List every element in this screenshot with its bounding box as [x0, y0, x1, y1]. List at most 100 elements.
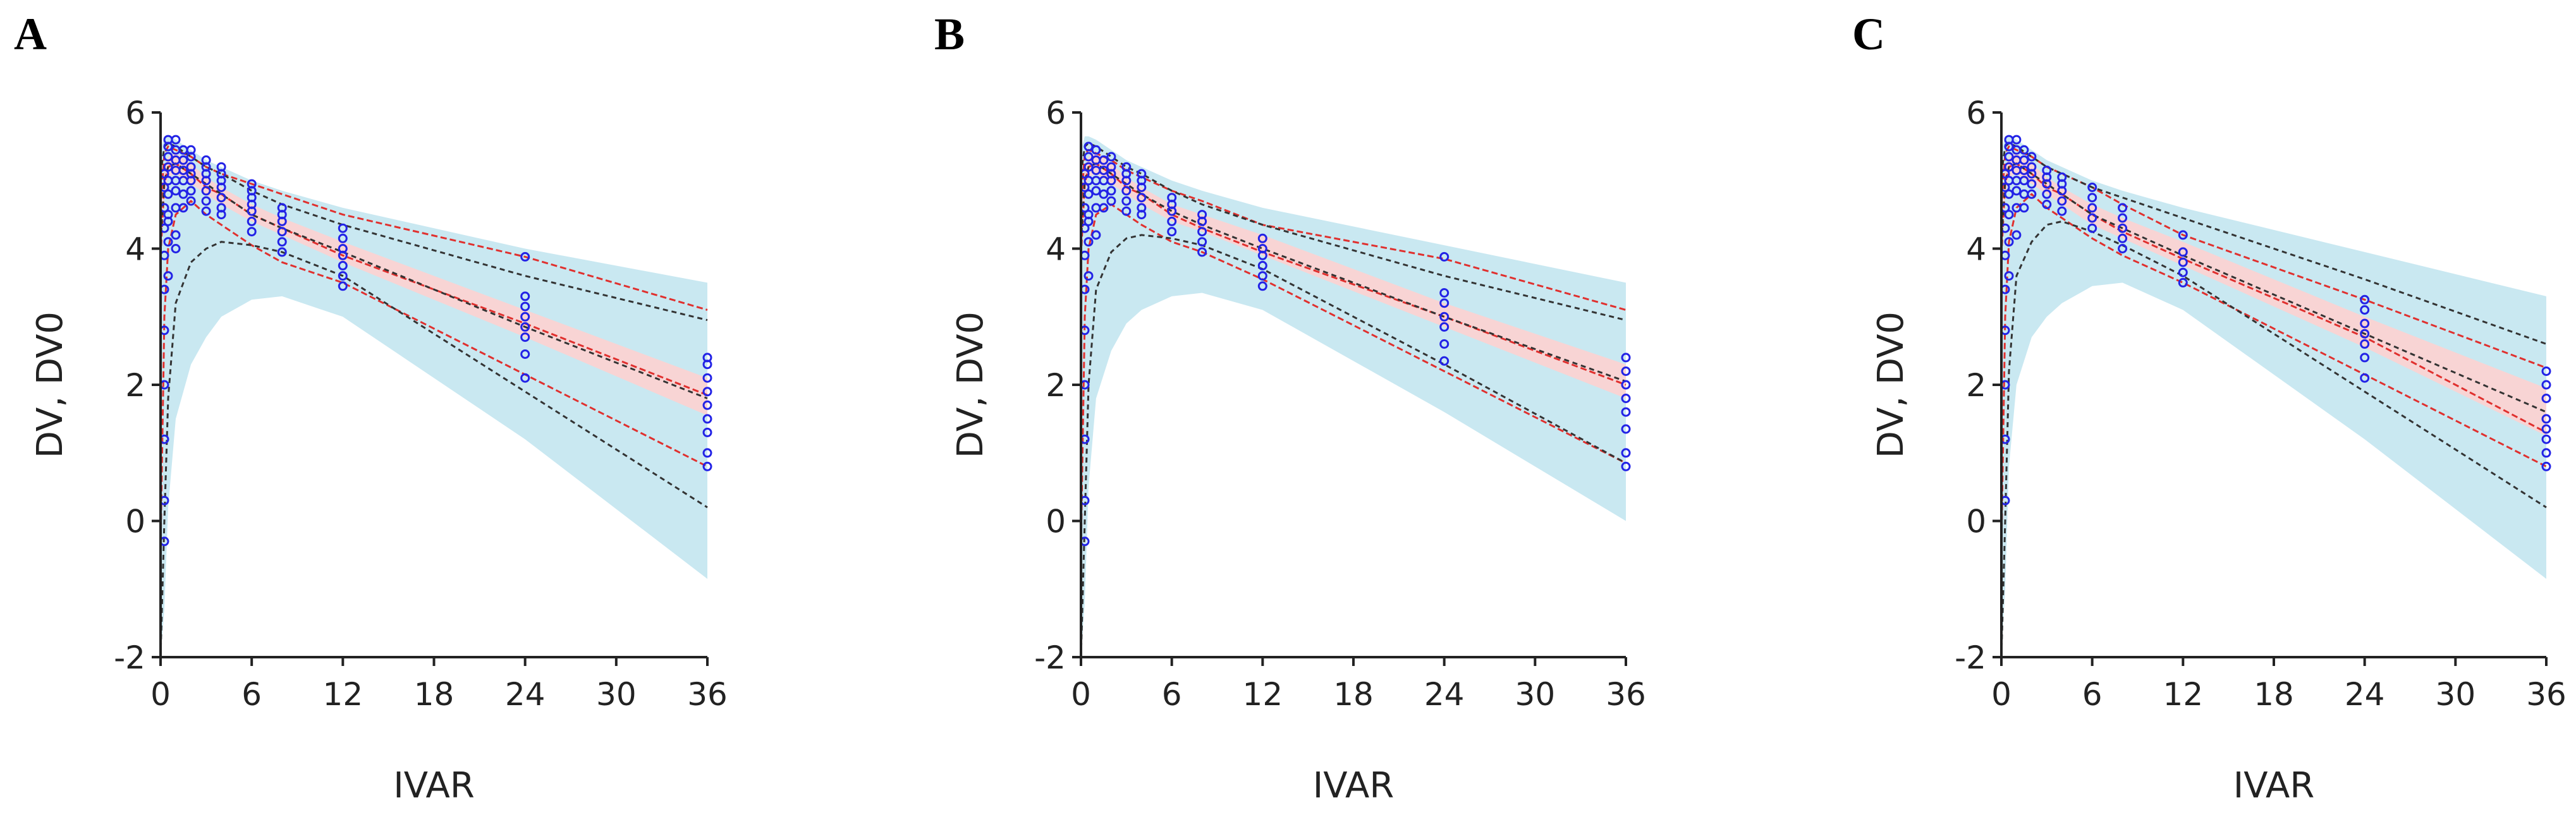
- panel-b-observation-point: [1084, 216, 1094, 226]
- panel-c-observation-point: [2178, 277, 2188, 287]
- panel-a-y-tick-label: 0: [125, 504, 145, 540]
- panel-c-observation-point: [2118, 203, 2128, 213]
- panel-c-observation-point: [2178, 257, 2188, 267]
- panel-a-observation-point: [702, 373, 712, 383]
- panel-a-observation-point: [277, 227, 287, 237]
- panel-c-series-predicted-5th: [2000, 220, 2547, 658]
- panel-c-x-tick-label: 18: [2254, 676, 2294, 713]
- panel-b-observation-point: [1197, 210, 1207, 220]
- panel-c-observation-point: [2004, 189, 2014, 199]
- panel-a-x-tick-label: 0: [150, 676, 171, 713]
- panel-b-x-tick-label: 36: [1606, 676, 1646, 713]
- panel-c-observation-point: [2019, 145, 2029, 155]
- panel-b-band-prediction-interval: [1081, 136, 1626, 657]
- panel-c-observation-point: [2011, 230, 2022, 240]
- panel-a-observation-point: [171, 186, 181, 196]
- panel-a-observation-point: [702, 414, 712, 424]
- panel-c-series-observed-95th: [2000, 145, 2547, 369]
- panel-c-observation-point: [2118, 213, 2128, 223]
- panel-b-observation-point: [1084, 142, 1094, 152]
- panel-a-observation-point: [171, 230, 181, 240]
- panel-b-series-predicted-5th: [1080, 234, 1627, 658]
- panel-c-observation-point: [2541, 461, 2551, 471]
- panel-c-observation-point: [2541, 380, 2551, 390]
- panel-a-series-predicted-median: [159, 162, 708, 399]
- panel-a-y-axis-title: DV, DV0: [30, 312, 71, 458]
- panel-a-observation-point: [338, 223, 348, 233]
- panel-a-y-tick-label: 4: [125, 231, 145, 268]
- panel-b-x-axis-title: IVAR: [1313, 765, 1394, 806]
- panel-b-y-tick-label: -2: [1034, 639, 1066, 676]
- panel-b-series-observed-5th: [1080, 203, 1627, 548]
- panel-c-y-tick-label: 6: [1966, 95, 1986, 131]
- panel-b-observation-point: [1197, 227, 1207, 237]
- panel-c-observation-point: [2087, 183, 2097, 192]
- panel-a-observation-point: [178, 189, 188, 199]
- panel-b-observation-point: [1439, 251, 1450, 262]
- panel-a-x-tick-label: 30: [596, 676, 637, 713]
- panel-b-observation-point: [1621, 380, 1631, 390]
- panel-b-observation-point: [1106, 196, 1116, 206]
- panel-c-observation-point: [2360, 305, 2370, 315]
- panel-b-observation-point: [1137, 193, 1147, 203]
- panel-a-observation-point: [520, 349, 530, 359]
- panel-c-observation-point: [2019, 203, 2029, 213]
- panel-a-observation-point: [247, 179, 257, 189]
- panel-c-series-predicted-median: [2000, 162, 2547, 413]
- panel-a-observation-point: [186, 162, 196, 172]
- panel-a-observation-point: [163, 216, 173, 226]
- panel-a-observation-point: [163, 237, 173, 247]
- panel-c-observation-point: [2004, 152, 2014, 162]
- panel-c-observation-point: [2004, 210, 2014, 220]
- panel-b-observation-point: [1084, 162, 1094, 172]
- panel-c-observation-point: [2360, 353, 2370, 363]
- panel-c-observation-point: [2019, 166, 2029, 176]
- panel-c-observation-point: [2541, 434, 2551, 444]
- panel-a-observation-point: [171, 244, 181, 253]
- panel-b-observation-point: [1106, 152, 1116, 162]
- panel-b-observation-point: [1621, 394, 1631, 403]
- panel-b-observation-point: [1167, 193, 1177, 203]
- panel-c-observation-point: [2541, 424, 2551, 434]
- panel-c-observation-point: [2042, 200, 2052, 209]
- panel-c-observation-point: [2019, 176, 2029, 186]
- panel-a-band-prediction-interval: [161, 136, 707, 657]
- panel-letter-b: B: [934, 9, 965, 59]
- panel-a-y-tick-label: -2: [114, 639, 145, 676]
- panel-a-observation-point: [216, 203, 226, 213]
- panel-b-observation-point: [1091, 186, 1101, 196]
- panel-a-series-predicted-5th: [159, 241, 708, 658]
- panel-a-series-predicted-95th: [159, 142, 708, 322]
- panel-c-observation-point: [2027, 189, 2037, 199]
- panel-c-observation-point: [2019, 155, 2029, 165]
- panel-b-observation-point: [1257, 271, 1267, 281]
- panel-c-observation-point: [2360, 339, 2370, 349]
- panel-a-observation-point: [702, 387, 712, 397]
- panel-a-observation-point: [163, 152, 173, 162]
- panel-a-observation-point: [520, 301, 530, 312]
- panel-a-observation-point: [171, 135, 181, 145]
- panel-b-observation-point: [1091, 145, 1101, 155]
- panel-b-observation-point: [1439, 356, 1450, 366]
- panel-a-observation-point: [216, 162, 226, 172]
- panel-c-y-tick-label: 2: [1966, 367, 1986, 404]
- panel-b-observation-point: [1084, 189, 1094, 199]
- panel-a-observation-point: [178, 155, 188, 165]
- panel-b-observation-point: [1439, 298, 1450, 308]
- panel-c-observation-point: [2360, 373, 2370, 383]
- panel-a-band-median-interval: [161, 153, 707, 416]
- panel-a-series-observed-5th: [159, 200, 708, 548]
- panel-c-observation-point: [2011, 186, 2022, 196]
- panel-b-x-tick-label: 12: [1243, 676, 1283, 713]
- panel-c-observation-point: [2004, 237, 2014, 247]
- panel-c-observation-point: [2178, 247, 2188, 257]
- panel-c-band-prediction-interval: [2001, 136, 2546, 657]
- panel-a-x-tick-label: 36: [687, 676, 728, 713]
- panel-b-observation-point: [1099, 203, 1109, 213]
- panel-a-observation-point: [338, 260, 348, 270]
- panel-c-observation-point: [2011, 135, 2022, 145]
- panel-b-observation-point: [1621, 461, 1631, 471]
- panel-b-observation-point: [1439, 312, 1450, 322]
